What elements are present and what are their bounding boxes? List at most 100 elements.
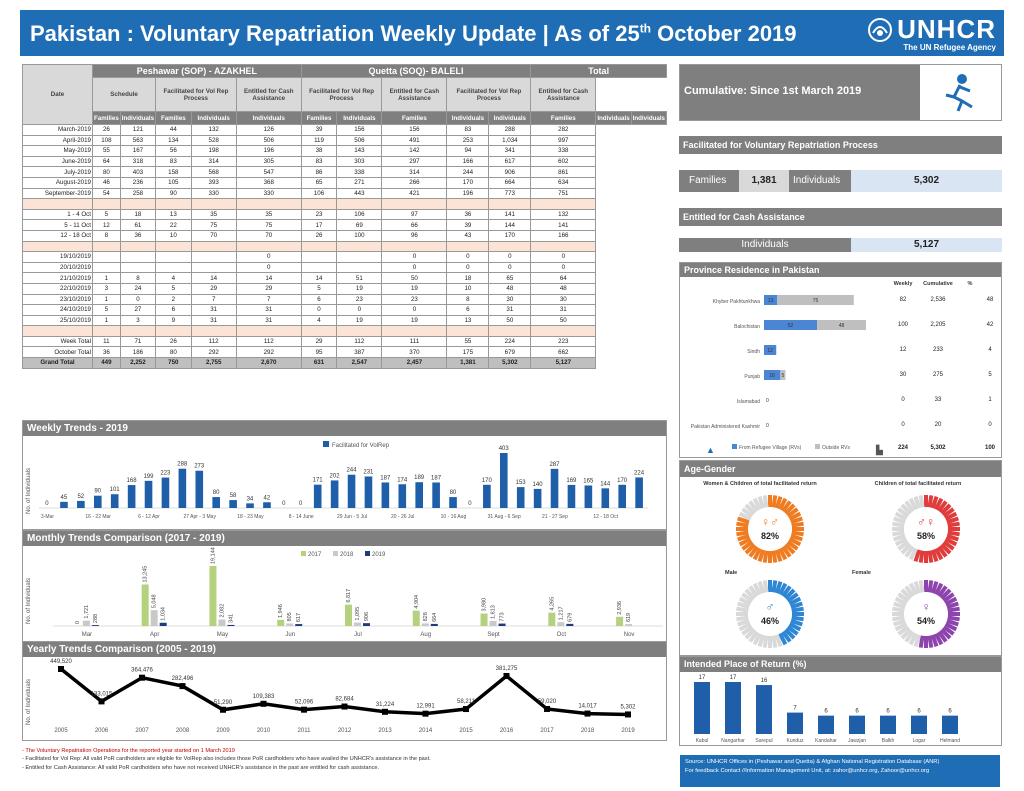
- female-donut-segment: [908, 632, 918, 646]
- data-label: 19,144: [210, 547, 216, 564]
- male-donut-segment: [784, 628, 796, 640]
- female-donut-segment: [904, 630, 915, 643]
- province-bar-rv: [764, 320, 818, 330]
- table-cell: 156: [336, 124, 383, 136]
- y-axis-label: No. of Individuals: [26, 468, 32, 514]
- table-cell: 196: [235, 145, 302, 157]
- male-donut-segment: [781, 585, 792, 598]
- data-label: 679: [567, 613, 573, 622]
- group-header: Quetta (SOQ)- BALELI: [300, 64, 532, 78]
- table-cell: 244: [446, 166, 490, 178]
- province-percent: 4: [988, 347, 992, 353]
- women-children-donut-segment: [786, 540, 799, 551]
- table-cell: 861: [530, 166, 597, 178]
- women-children-donut-segment: [736, 521, 749, 528]
- table-cell: 112: [190, 335, 237, 348]
- table-cell: 387: [336, 346, 383, 359]
- data-label: 617: [296, 613, 302, 622]
- monthly-trends-title: Monthly Trends Comparison (2017 - 2019): [23, 531, 666, 546]
- table-cell: 21/10/2019: [22, 272, 93, 284]
- legend-swatch: [323, 441, 329, 447]
- table-cell: 108: [92, 134, 121, 147]
- women-children-donut-segment: [774, 496, 783, 509]
- table-cell: [300, 325, 338, 337]
- col-facilitated: Facilitated for Vol Rep Process: [155, 77, 237, 112]
- table-cell: 65: [488, 272, 532, 284]
- table-row: May-2019 55 167 56 198 196 38 143 142 94 341 338: [22, 145, 667, 157]
- province-cumulative: 275: [933, 372, 944, 378]
- data-label: 0: [468, 501, 472, 507]
- table-cell: 48: [530, 282, 597, 295]
- women-children-donut-segment: [791, 530, 804, 537]
- children-donut-segment: [940, 503, 952, 515]
- table-cell: 96: [381, 229, 448, 242]
- table-cell: 0: [119, 293, 157, 306]
- province-total-weekly: 224: [898, 445, 909, 451]
- table-cell: 224: [488, 335, 532, 348]
- data-label: 101: [110, 487, 121, 493]
- x-tick-label: 2005: [54, 728, 68, 734]
- data-label: 144: [600, 481, 611, 487]
- children-donut-segment: [934, 547, 944, 561]
- monthly-bar: [557, 622, 565, 626]
- female-donut-segment: [893, 601, 906, 610]
- table-cell: 303: [336, 155, 383, 168]
- children-donut-segment: [947, 521, 960, 528]
- grand-cell: 2,547: [336, 357, 383, 369]
- table-cell: 29: [190, 282, 237, 295]
- table-cell: 141: [488, 208, 532, 221]
- data-label: 16: [761, 678, 768, 684]
- yearly-trends-title: Yearly Trends Comparison (2005 - 2019): [23, 642, 666, 657]
- table-cell: 0: [235, 251, 302, 263]
- table-row: 23/10/2019 1 0 2 7 7 6 23 23 8 30 30: [22, 293, 667, 306]
- weekly-bar: [212, 497, 221, 508]
- province-bar-label: 0: [766, 398, 769, 404]
- female-donut-segment: [934, 582, 944, 596]
- male-donut-segment: [744, 628, 756, 640]
- weekly-bar: [195, 470, 204, 508]
- children-donut-segment: [908, 547, 918, 561]
- male-donut-segment: [741, 592, 754, 603]
- table-cell: [119, 325, 157, 337]
- y-axis-label: No. of Individuals: [26, 679, 32, 725]
- x-tick-label: 2013: [378, 728, 392, 734]
- female-donut-segment: [940, 588, 952, 600]
- male-donut-segment: [771, 635, 778, 648]
- table-cell: 106: [336, 208, 383, 221]
- x-tick-label: 2018: [581, 728, 595, 734]
- table-cell: 75: [190, 219, 237, 231]
- x-tick-label: Kandahar: [815, 738, 837, 744]
- table-cell: 142: [381, 145, 448, 157]
- data-label: 828: [423, 612, 429, 621]
- x-tick-label: 2016: [500, 728, 514, 734]
- male-donut-segment: [757, 634, 766, 647]
- male-label: Male: [725, 570, 737, 576]
- table-cell: 55: [446, 335, 490, 348]
- legend-swatch: [333, 551, 338, 556]
- table-cell: [488, 198, 532, 210]
- weekly-bar: [499, 453, 508, 508]
- grand-cell: Grand Total: [22, 357, 93, 369]
- monthly-bar: [498, 623, 506, 626]
- table-cell: 330: [235, 187, 302, 200]
- weekly-bar: [178, 468, 187, 508]
- x-tick-label: Sept: [487, 632, 500, 638]
- data-label: 0: [75, 621, 81, 624]
- data-label: 6: [855, 709, 859, 715]
- cumulative-label: Cumulative: Since 1st March 2019: [680, 65, 920, 120]
- return-bar: [787, 712, 803, 734]
- legend-label: From Refugee Village (RVs): [739, 445, 802, 451]
- data-label: 140: [533, 482, 544, 488]
- data-label: 449,520: [50, 659, 72, 665]
- data-label: 133,015: [91, 691, 113, 697]
- table-cell: 24: [119, 282, 157, 295]
- x-tick-label: Kabul: [696, 738, 709, 744]
- table-cell: 95: [300, 346, 338, 359]
- table-cell: [22, 240, 93, 253]
- data-label: 45: [61, 495, 68, 501]
- table-cell: [155, 251, 192, 263]
- table-cell: 39: [446, 219, 490, 231]
- data-label: 231: [363, 469, 374, 475]
- table-cell: 19: [381, 282, 448, 295]
- table-cell: 31: [235, 304, 302, 316]
